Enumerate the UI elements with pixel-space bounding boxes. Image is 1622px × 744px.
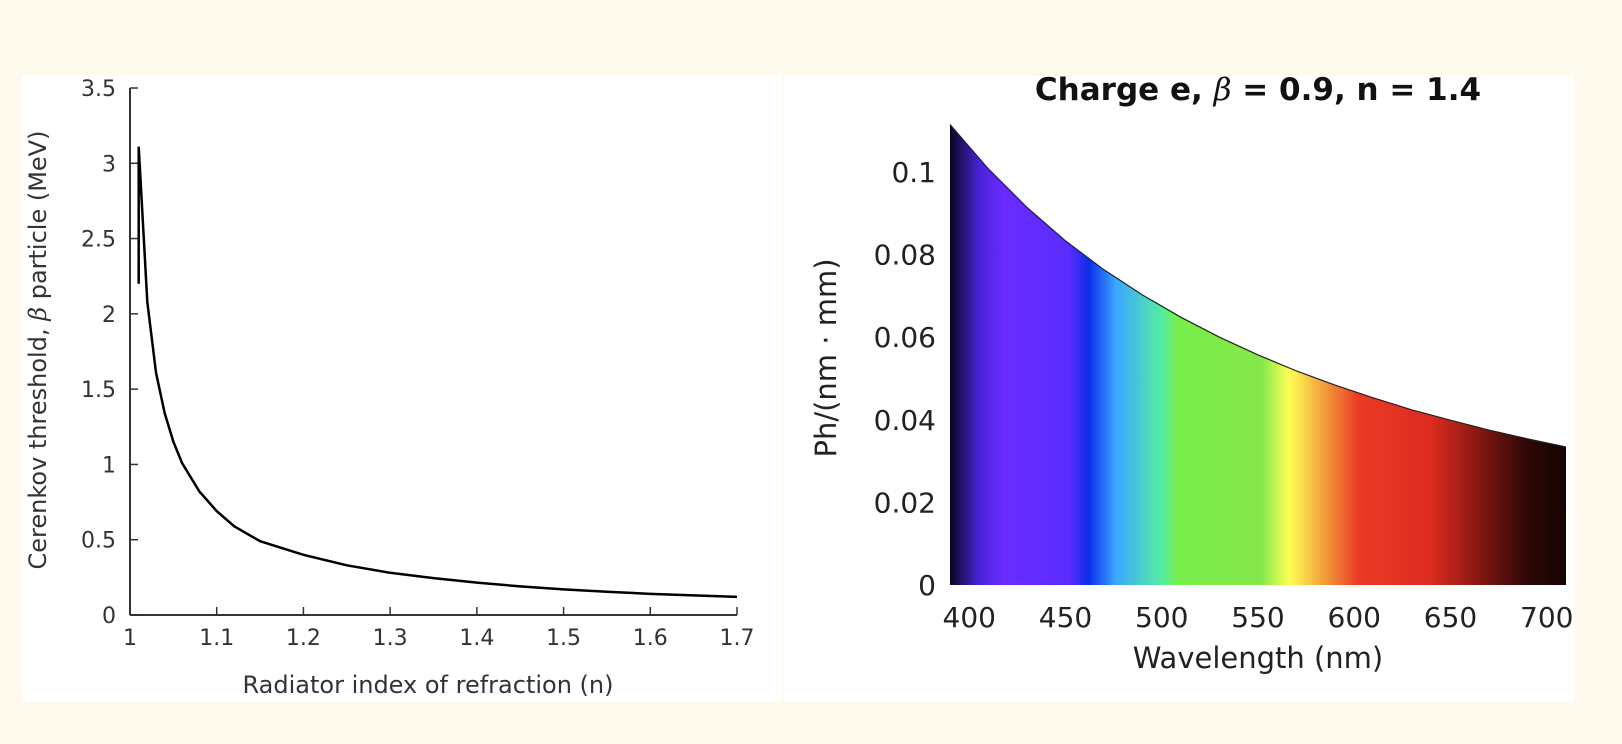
spectrum-y-ticks: 0 0.02 0.04 0.06 0.08 0.1	[874, 156, 936, 602]
threshold-y-tick-label: 3.5	[81, 77, 116, 102]
spectrum-area-fill	[950, 124, 1566, 585]
spectrum-y-tick-label: 0.08	[874, 239, 936, 272]
threshold-y-tick-label: 1.5	[81, 378, 116, 403]
spectrum-y-axis-label: Ph/(nm · mm)	[809, 258, 843, 457]
threshold-y-axis-label: Cerenkov threshold, β particle (MeV)	[24, 131, 52, 570]
threshold-y-tick-label: 2.5	[81, 228, 116, 253]
spectrum-y-tick-label: 0	[918, 569, 936, 602]
threshold-chart-axes	[129, 88, 737, 616]
spectrum-y-tick-label: 0.1	[891, 156, 936, 189]
spectrum-title-part-3: = 0.9, n = 1.4	[1231, 72, 1481, 108]
threshold-y-label-beta: β	[24, 307, 52, 322]
threshold-x-tick-label: 1.2	[286, 626, 321, 651]
spectrum-area-outline	[949, 124, 1567, 448]
spectrum-x-tick-label: 650	[1424, 601, 1477, 634]
spectrum-x-ticks: 400 450 500 550 600 650 700	[943, 601, 1574, 634]
threshold-chart: 1 1.1 1.2 1.3 1.4 1.5 1.6 1.7 00.511.522.533.5 …	[22, 76, 782, 701]
threshold-y-tick-label: 2	[102, 303, 116, 328]
spectrum-y-tick-label: 0.04	[874, 404, 936, 437]
spectrum-x-tick-label: 600	[1328, 601, 1381, 634]
threshold-y-tick-label: 1	[102, 453, 116, 478]
threshold-x-tick-label: 1.3	[373, 626, 408, 651]
threshold-x-tick-label: 1.4	[459, 626, 494, 651]
threshold-x-ticks: 1 1.1 1.2 1.3 1.4 1.5 1.6 1.7	[123, 607, 755, 651]
spectrum-x-tick-label: 400	[943, 601, 996, 634]
spectrum-x-tick-label: 450	[1039, 601, 1092, 634]
spectrum-title-beta: β	[1213, 72, 1232, 108]
threshold-x-axis-label: Radiator index of refraction (n)	[243, 671, 614, 699]
threshold-chart-background	[22, 76, 782, 701]
threshold-y-ticks: 0 0.5 1 1.5 2 2.5 3 3.5	[81, 77, 138, 629]
threshold-y-tick-label: 0	[102, 604, 116, 629]
threshold-x-tick-label: 1.6	[633, 626, 668, 651]
threshold-y-tick-label: 0.5	[81, 529, 116, 554]
threshold-x-tick-label: 1.5	[546, 626, 581, 651]
threshold-y-tick-label: 3	[102, 152, 116, 177]
threshold-x-tick-label: 1.1	[199, 626, 234, 651]
spectrum-x-tick-label: 700	[1520, 601, 1573, 634]
spectrum-title-part-1: Charge e,	[1035, 72, 1214, 108]
spectrum-chart-title: Charge e, β = 0.9, n = 1.4	[1035, 72, 1481, 108]
threshold-curve-line	[137, 146, 738, 599]
threshold-y-label-part-1: Cerenkov threshold,	[24, 321, 52, 570]
threshold-x-tick-label: 1.7	[720, 626, 755, 651]
spectrum-x-axis-label: Wavelength (nm)	[1133, 641, 1384, 675]
threshold-y-label-part-3: particle (MeV)	[24, 131, 52, 307]
spectrum-chart: 400 450 500 550 600 650 700 00.020.040.060.080…	[784, 72, 1574, 701]
spectrum-x-tick-label: 500	[1135, 601, 1188, 634]
spectrum-x-tick-label: 550	[1231, 601, 1284, 634]
spectrum-y-tick-label: 0.06	[874, 321, 936, 354]
threshold-x-tick-label: 1	[123, 626, 137, 651]
spectrum-y-tick-label: 0.02	[874, 486, 936, 519]
